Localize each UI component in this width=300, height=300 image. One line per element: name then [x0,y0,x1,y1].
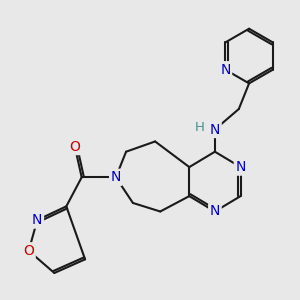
Text: N: N [235,160,246,174]
Text: H: H [195,121,205,134]
Text: O: O [23,244,34,258]
Text: N: N [210,122,220,136]
Text: N: N [111,170,121,184]
Text: N: N [210,205,220,218]
Text: N: N [32,213,42,227]
Text: N: N [220,63,231,77]
Text: O: O [69,140,80,154]
